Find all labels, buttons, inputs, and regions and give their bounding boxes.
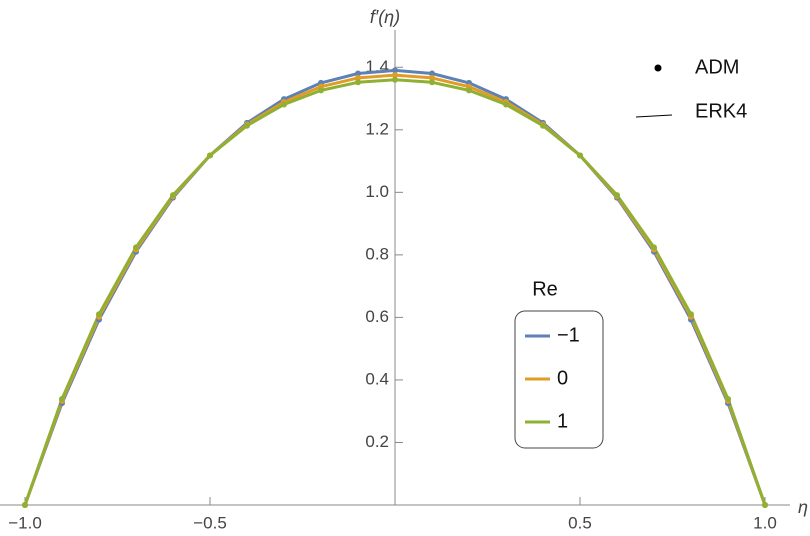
data-point xyxy=(281,101,287,108)
data-point xyxy=(392,76,398,83)
data-point xyxy=(244,122,250,129)
data-point xyxy=(392,67,398,74)
data-point xyxy=(207,152,213,159)
data-point xyxy=(540,122,546,129)
y-tick-label: 0.6 xyxy=(365,307,389,326)
y-tick-label: 0.4 xyxy=(365,369,389,388)
data-point xyxy=(429,79,435,86)
y-tick-label: 0.2 xyxy=(365,432,389,451)
data-point xyxy=(59,396,65,403)
data-point xyxy=(725,396,731,403)
legend-label: 1 xyxy=(557,410,568,432)
y-tick-label: 0.8 xyxy=(365,244,389,263)
legend-label: ERK4 xyxy=(695,100,747,122)
data-point xyxy=(133,244,139,251)
data-point xyxy=(170,192,176,199)
x-tick-label: 0.5 xyxy=(568,513,592,532)
y-axis-label: f′(η) xyxy=(370,7,400,27)
x-tick-label: 1.0 xyxy=(753,513,777,532)
data-point xyxy=(392,72,398,79)
data-point xyxy=(355,74,361,81)
data-point xyxy=(614,192,620,199)
data-point xyxy=(762,502,768,508)
data-point xyxy=(429,74,435,81)
data-point xyxy=(577,152,583,159)
data-point xyxy=(503,101,509,108)
x-tick-label: −1.0 xyxy=(8,513,42,532)
data-point xyxy=(96,311,102,318)
legend-label: ADM xyxy=(695,56,739,78)
data-point xyxy=(22,502,28,508)
y-tick-label: 1.2 xyxy=(365,119,389,138)
data-point xyxy=(651,244,657,251)
legend-title: Re xyxy=(532,278,558,300)
legend-label: 0 xyxy=(557,367,568,389)
data-point xyxy=(318,87,324,94)
legend-box xyxy=(514,310,604,449)
x-axis-label: η xyxy=(798,497,808,517)
y-tick-label: 1.0 xyxy=(365,182,389,201)
data-point xyxy=(355,79,361,86)
data-point xyxy=(355,70,361,77)
data-point xyxy=(466,87,472,94)
legend-label: −1 xyxy=(557,324,580,346)
x-tick-label: −0.5 xyxy=(193,513,227,532)
data-point xyxy=(688,311,694,318)
data-point xyxy=(429,70,435,77)
legend-line-symbol xyxy=(635,114,673,118)
legend-dot-symbol xyxy=(654,64,662,72)
